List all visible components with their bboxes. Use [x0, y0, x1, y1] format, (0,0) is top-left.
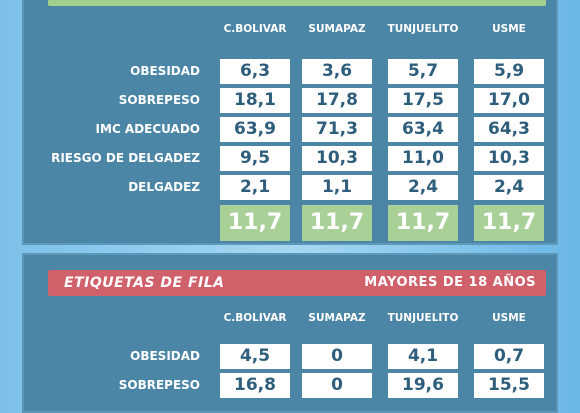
column-header: C.BOLIVAR — [223, 312, 287, 324]
value-cell: 11,0 — [388, 146, 458, 171]
row-label: DELGADEZ — [128, 180, 200, 194]
column-header: TUNJUELITO — [387, 312, 459, 324]
total-cell: 11,7 — [474, 205, 544, 241]
total-cell: 11,7 — [388, 205, 458, 241]
value-cell: 2,4 — [474, 175, 544, 200]
value-cell: 0 — [302, 344, 372, 369]
value-cell: 2,4 — [388, 175, 458, 200]
value-cell: 63,4 — [388, 117, 458, 142]
panel: C.BOLIVAR SUMAPAZ TUNJUELITO USME OBESIDAD 6,… — [22, 0, 558, 245]
total-cell: 11,7 — [220, 205, 290, 241]
value-cell: 10,3 — [302, 146, 372, 171]
column-header: TUNJUELITO — [387, 23, 459, 35]
total-cell: 11,7 — [302, 205, 372, 241]
value-cell: 0,7 — [474, 344, 544, 369]
panel: ETIQUETAS DE FILA MAYORES DE 18 AÑOS C.B… — [22, 253, 558, 413]
header-subtitle: MAYORES DE 18 AÑOS — [364, 275, 536, 290]
header-bar — [48, 0, 546, 6]
row-label: SOBREPESO — [118, 93, 200, 107]
value-cell: 17,5 — [388, 88, 458, 113]
value-cell: 10,3 — [474, 146, 544, 171]
row-label: RIESGO DE DELGADEZ — [51, 151, 200, 165]
value-cell: 5,7 — [388, 59, 458, 84]
header-bar: ETIQUETAS DE FILA MAYORES DE 18 AÑOS — [48, 270, 546, 296]
value-cell: 64,3 — [474, 117, 544, 142]
value-cell: 2,1 — [220, 175, 290, 200]
value-cell: 63,9 — [220, 117, 290, 142]
row-label: OBESIDAD — [130, 64, 200, 78]
value-cell: 18,1 — [220, 88, 290, 113]
column-header: USME — [492, 23, 526, 35]
value-cell: 71,3 — [302, 117, 372, 142]
value-cell: 15,5 — [474, 373, 544, 398]
column-header: SUMAPAZ — [308, 23, 366, 35]
value-cell: 4,5 — [220, 344, 290, 369]
row-label: IMC ADECUADO — [95, 122, 200, 136]
row-label: SOBREPESO — [118, 378, 200, 392]
row-label: OBESIDAD — [130, 349, 200, 363]
value-cell: 4,1 — [388, 344, 458, 369]
column-header: C.BOLIVAR — [223, 23, 287, 35]
value-cell: 9,5 — [220, 146, 290, 171]
value-cell: 3,6 — [302, 59, 372, 84]
value-cell: 17,8 — [302, 88, 372, 113]
column-header: SUMAPAZ — [308, 312, 366, 324]
value-cell: 1,1 — [302, 175, 372, 200]
value-cell: 0 — [302, 373, 372, 398]
value-cell: 17,0 — [474, 88, 544, 113]
value-cell: 16,8 — [220, 373, 290, 398]
value-cell: 6,3 — [220, 59, 290, 84]
column-header: USME — [492, 312, 526, 324]
header-title: ETIQUETAS DE FILA — [64, 275, 225, 291]
value-cell: 19,6 — [388, 373, 458, 398]
value-cell: 5,9 — [474, 59, 544, 84]
